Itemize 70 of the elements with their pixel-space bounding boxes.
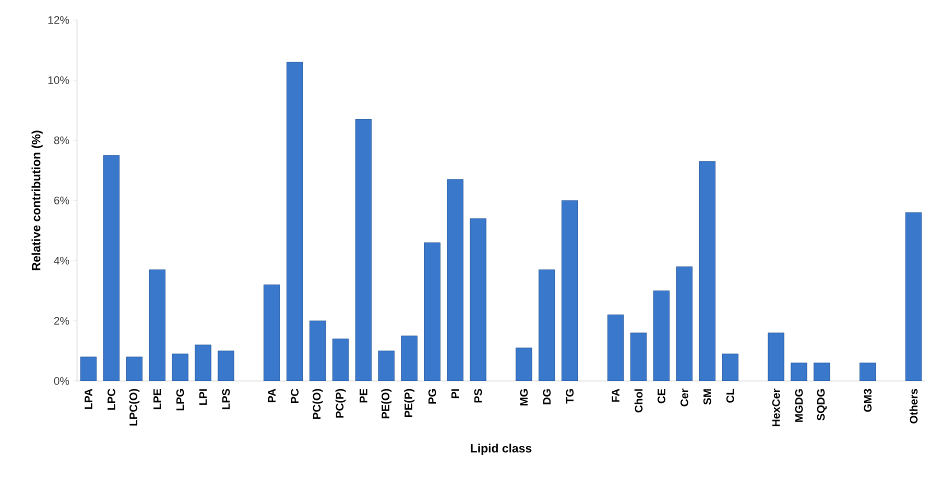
bar (446, 179, 464, 381)
x-tick-label: LPA (84, 388, 92, 409)
bar (194, 344, 212, 381)
bar (905, 212, 922, 381)
bar (355, 119, 372, 381)
y-tick-label: 10% (48, 76, 70, 84)
bar (218, 350, 234, 381)
x-tick-label: LPC (108, 388, 116, 410)
bar (126, 356, 143, 381)
bar (401, 336, 418, 381)
bar (103, 155, 120, 381)
bar (378, 350, 395, 381)
x-tick-label: SM (703, 389, 712, 405)
x-tick-label: PG (428, 389, 436, 404)
x-tick-label: PE(P) (404, 389, 414, 417)
x-tick-label: Others (910, 388, 918, 424)
x-tick-label: PA (268, 388, 276, 402)
bar (607, 314, 624, 381)
x-tick-label: PE(O) (381, 389, 392, 418)
bar (286, 62, 303, 381)
x-tick-label: LPG (176, 389, 184, 410)
bar (149, 269, 166, 381)
y-tick-label: 12% (48, 16, 70, 24)
x-tick-label: SQDG (816, 389, 827, 420)
bar (264, 284, 280, 381)
x-tick-label: PC(P) (335, 389, 346, 418)
bar (309, 320, 326, 381)
bar (768, 332, 784, 381)
x-tick-label: TG (566, 389, 574, 404)
x-tick-label: PI (451, 389, 459, 398)
y-tick-label: 4% (54, 256, 70, 264)
x-tick-label: Cer (680, 388, 688, 406)
bar (699, 161, 716, 381)
bar (653, 290, 670, 381)
bar (630, 332, 647, 381)
bar (332, 338, 349, 381)
x-tick-label: HexCer (772, 388, 780, 426)
bar (814, 362, 830, 381)
x-tick-label: PS (474, 388, 482, 402)
x-tick-label: CE (658, 388, 666, 404)
x-tick-label: LPI (199, 389, 207, 405)
bar (722, 354, 738, 381)
x-tick-label: PE (360, 388, 368, 402)
x-tick-label: PC (290, 388, 299, 403)
x-tick-label: CL (726, 388, 734, 403)
y-tick-label: 0% (54, 377, 70, 385)
x-tick-label: GM3 (864, 388, 872, 412)
bar (538, 269, 556, 381)
y-tick-label: 8% (54, 136, 70, 144)
bar (424, 242, 440, 381)
bar (172, 354, 188, 381)
x-tick-label: Chol (634, 389, 643, 412)
x-tick-label: LPC(O) (129, 389, 140, 426)
x-tick-label: FA (612, 388, 620, 402)
bar (470, 218, 486, 381)
bar (562, 200, 578, 381)
y-axis-title: Relative contribution (%) (32, 130, 43, 270)
x-axis-title: Lipid class (470, 444, 532, 455)
x-tick-label: PC(O) (312, 389, 323, 419)
x-tick-label: LPS (222, 388, 230, 410)
bar (860, 362, 876, 381)
bar (80, 356, 97, 381)
x-tick-label: LPE (153, 388, 161, 410)
x-tick-label: DG (542, 389, 551, 404)
y-tick-label: 6% (54, 196, 70, 204)
bar (516, 348, 532, 381)
x-tick-label: MGDG (795, 389, 803, 422)
y-tick-label: 2% (54, 316, 70, 325)
x-tick-label: MG (520, 389, 528, 406)
bar (676, 266, 693, 381)
